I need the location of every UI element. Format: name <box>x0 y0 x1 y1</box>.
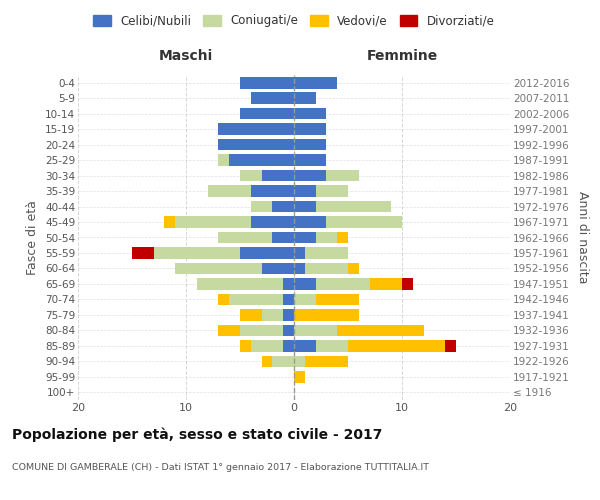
Bar <box>294 294 316 305</box>
Bar <box>272 356 294 367</box>
Bar <box>305 262 348 274</box>
Bar <box>262 356 272 367</box>
Bar <box>294 108 326 120</box>
Bar <box>316 186 348 197</box>
Bar <box>337 324 424 336</box>
Text: Femmine: Femmine <box>367 48 437 62</box>
Bar <box>229 154 294 166</box>
Bar <box>218 154 229 166</box>
Bar <box>294 324 337 336</box>
Bar <box>316 294 359 305</box>
Bar <box>154 247 240 259</box>
Bar <box>240 309 262 320</box>
Text: Popolazione per età, sesso e stato civile - 2017: Popolazione per età, sesso e stato civil… <box>12 428 382 442</box>
Bar <box>283 340 294 351</box>
Bar <box>294 92 316 104</box>
Bar <box>294 139 326 150</box>
Bar <box>240 324 283 336</box>
Bar <box>240 108 294 120</box>
Bar <box>132 247 154 259</box>
Bar <box>294 124 326 135</box>
Bar <box>218 124 294 135</box>
Bar <box>294 232 316 243</box>
Bar <box>316 278 370 289</box>
Bar <box>294 262 305 274</box>
Bar <box>294 200 316 212</box>
Bar <box>370 278 402 289</box>
Bar <box>283 294 294 305</box>
Bar <box>294 371 305 382</box>
Bar <box>294 340 316 351</box>
Bar <box>262 262 294 274</box>
Bar <box>251 92 294 104</box>
Bar <box>208 186 251 197</box>
Bar <box>294 154 326 166</box>
Bar <box>272 200 294 212</box>
Bar <box>175 262 262 274</box>
Bar <box>294 278 316 289</box>
Bar <box>240 340 251 351</box>
Bar <box>316 200 391 212</box>
Bar <box>251 216 294 228</box>
Bar <box>283 278 294 289</box>
Bar <box>262 170 294 181</box>
Legend: Celibi/Nubili, Coniugati/e, Vedovi/e, Divorziati/e: Celibi/Nubili, Coniugati/e, Vedovi/e, Di… <box>90 11 498 31</box>
Bar <box>337 232 348 243</box>
Bar <box>218 232 272 243</box>
Bar <box>316 232 337 243</box>
Bar <box>294 356 305 367</box>
Bar <box>294 309 359 320</box>
Bar <box>283 309 294 320</box>
Bar <box>218 294 229 305</box>
Text: Maschi: Maschi <box>159 48 213 62</box>
Bar <box>283 324 294 336</box>
Bar <box>251 340 283 351</box>
Bar <box>294 170 326 181</box>
Bar <box>164 216 175 228</box>
Bar <box>348 262 359 274</box>
Bar <box>197 278 283 289</box>
Bar <box>294 247 305 259</box>
Bar <box>294 216 326 228</box>
Bar <box>262 309 283 320</box>
Bar <box>305 247 348 259</box>
Bar <box>326 170 359 181</box>
Y-axis label: Fasce di età: Fasce di età <box>26 200 40 275</box>
Y-axis label: Anni di nascita: Anni di nascita <box>576 191 589 284</box>
Bar <box>316 340 348 351</box>
Bar <box>294 186 316 197</box>
Bar <box>326 216 402 228</box>
Bar <box>251 186 294 197</box>
Bar <box>305 356 348 367</box>
Bar <box>175 216 251 228</box>
Bar <box>229 294 283 305</box>
Bar <box>445 340 456 351</box>
Text: COMUNE DI GAMBERALE (CH) - Dati ISTAT 1° gennaio 2017 - Elaborazione TUTTITALIA.: COMUNE DI GAMBERALE (CH) - Dati ISTAT 1°… <box>12 462 429 471</box>
Bar <box>348 340 445 351</box>
Bar <box>272 232 294 243</box>
Bar <box>294 77 337 88</box>
Bar <box>251 200 272 212</box>
Bar <box>240 170 262 181</box>
Bar <box>402 278 413 289</box>
Bar <box>240 247 294 259</box>
Bar <box>218 139 294 150</box>
Bar <box>240 77 294 88</box>
Bar <box>218 324 240 336</box>
